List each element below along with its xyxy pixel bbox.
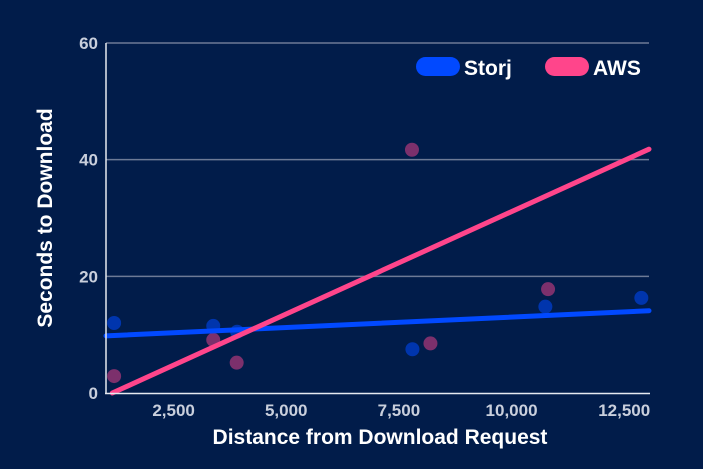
gridlines <box>106 42 649 278</box>
trendlines <box>103 146 652 396</box>
aws-legend-swatch <box>545 57 589 76</box>
aws-trendline <box>109 146 652 396</box>
aws-legend-label: AWS <box>593 57 641 80</box>
y-tick-label: 0 <box>89 384 98 403</box>
data-points <box>107 142 649 384</box>
aws-data-point <box>541 282 556 297</box>
x-tick-label: 5,000 <box>265 401 308 420</box>
y-tick-label: 60 <box>79 34 98 53</box>
storj-legend-swatch <box>416 57 460 76</box>
aws-data-point <box>404 142 419 157</box>
y-tick-label: 20 <box>79 267 98 286</box>
x-tick-label: 12,500 <box>598 401 650 420</box>
x-tick-label: 2,500 <box>152 401 195 420</box>
storj-trendline <box>103 308 652 339</box>
y-axis-label: Seconds to Download <box>34 108 57 327</box>
storj-legend-label: Storj <box>464 57 512 80</box>
x-tick-labels: 2,500 5,000 7,500 10,000 12,500 <box>152 401 650 420</box>
y-tick-label: 40 <box>79 151 98 170</box>
aws-data-point <box>107 369 122 384</box>
storj-data-point <box>538 299 553 314</box>
aws-data-point <box>423 336 438 351</box>
storj-data-point <box>107 316 122 330</box>
aws-data-point <box>229 355 244 370</box>
x-tick-label: 7,500 <box>378 401 421 420</box>
x-tick-label: 10,000 <box>486 401 538 420</box>
storj-data-point <box>634 290 649 305</box>
storj-data-point <box>405 342 420 357</box>
x-axis-label: Distance from Download Request <box>213 426 548 449</box>
y-tick-labels: 0 20 40 60 <box>79 34 98 403</box>
legend: Storj AWS <box>416 57 641 80</box>
